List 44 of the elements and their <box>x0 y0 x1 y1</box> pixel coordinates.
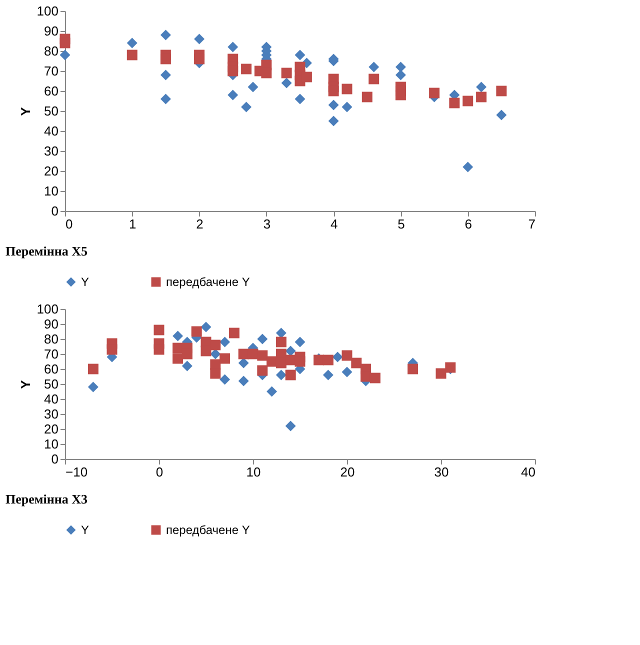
x-tick-label: 20 <box>340 464 355 480</box>
x-tick-label: 3 <box>263 216 271 232</box>
y-tick-label: 60 <box>44 362 58 376</box>
y-tick-label: 70 <box>44 346 58 362</box>
y-tick-label: 50 <box>44 376 58 392</box>
y-tick-label: 0 <box>51 452 58 466</box>
y-tick-label: 50 <box>44 104 58 118</box>
x-tick-label: 2 <box>196 216 204 232</box>
legend-label: Y <box>81 523 90 537</box>
y-tick-label: 70 <box>44 64 58 78</box>
y-tick-label: 100 <box>36 302 58 316</box>
y-tick-label: 40 <box>44 124 58 138</box>
legend-label: Y <box>81 275 90 289</box>
y-axis-title: Y <box>18 106 33 116</box>
y-tick-label: 20 <box>44 164 58 178</box>
y-tick-label: 80 <box>44 44 58 58</box>
x-tick-label: 40 <box>521 464 536 480</box>
x-tick-label: 0 <box>66 216 73 232</box>
x-tick-label: −10 <box>66 464 88 480</box>
x-tick-label: 30 <box>434 464 449 480</box>
x-tick-label: 0 <box>156 464 164 480</box>
y-tick-label: 20 <box>44 422 58 436</box>
y-tick-label: 40 <box>44 392 58 406</box>
legend-label: передбачене Y <box>166 523 250 537</box>
x-tick-label: 4 <box>330 216 338 232</box>
y-tick-label: 0 <box>51 204 58 218</box>
x-tick-label: 1 <box>129 216 136 232</box>
y-tick-label: 90 <box>44 24 58 38</box>
x-tick-label: 7 <box>528 216 536 232</box>
y-tick-label: 100 <box>36 4 58 18</box>
y-tick-label: 80 <box>44 332 58 346</box>
y-axis-title: Y <box>18 380 33 389</box>
legend-label: передбачене Y <box>166 275 250 289</box>
x-tick-label: 5 <box>398 216 405 232</box>
y-tick-label: 90 <box>44 316 58 332</box>
y-tick-label: 60 <box>44 84 58 98</box>
y-tick-label: 30 <box>44 406 58 422</box>
y-tick-label: 10 <box>44 184 58 198</box>
x-tick-label: 10 <box>246 464 261 480</box>
x-axis-title: Перемінна X5 <box>6 244 88 258</box>
y-tick-label: 10 <box>44 436 58 452</box>
x-tick-label: 6 <box>464 216 472 232</box>
y-tick-label: 30 <box>44 144 58 158</box>
x-axis-title: Перемінна X3 <box>6 492 88 506</box>
